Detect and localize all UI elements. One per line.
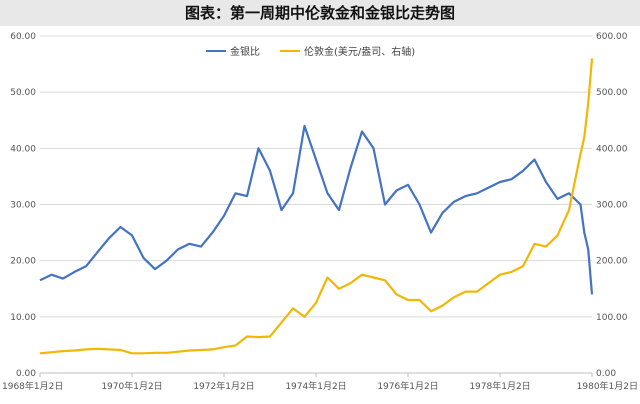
x-tick-label: 1976年1月2日 <box>377 380 438 392</box>
left-tick-label: 40.00 <box>10 144 36 154</box>
right-axis-ticks: 0.00 100.00 200.00 300.00 400.00 500.00 600.00 <box>596 32 628 379</box>
right-tick-label: 400.00 <box>596 144 628 154</box>
chart-title: 图表：第一周期中伦敦金和金银比走势图 <box>0 0 640 26</box>
legend-label-gold: 伦敦金(美元/盎司、右轴) <box>304 45 415 58</box>
grid-lines <box>40 35 592 374</box>
x-tick-label: 1974年1月2日 <box>285 380 346 392</box>
series-line-gold-silver-ratio <box>39 124 594 295</box>
left-tick-label: 60.00 <box>10 32 36 42</box>
x-tick-label: 1972年1月2日 <box>193 380 254 392</box>
x-tick-label: 1978年1月2日 <box>469 380 530 392</box>
right-tick-label: 600.00 <box>596 32 628 42</box>
left-tick-label: 10.00 <box>10 313 36 323</box>
right-tick-label: 200.00 <box>596 257 628 267</box>
right-tick-label: 300.00 <box>596 201 628 211</box>
left-tick-label: 0.00 <box>16 369 36 379</box>
series-lines <box>39 58 594 355</box>
right-tick-label: 0.00 <box>596 369 616 379</box>
x-tick-label: 1968年1月2日 <box>2 380 63 392</box>
x-tick-label: 1970年1月2日 <box>101 380 162 392</box>
right-tick-label: 100.00 <box>596 313 628 323</box>
legend: 金银比 伦敦金(美元/盎司、右轴) <box>206 45 415 58</box>
x-axis-ticks: 1968年1月2日 1970年1月2日 1972年1月2日 1974年1月2日 1976… <box>2 373 638 392</box>
legend-label-ratio: 金银比 <box>230 45 260 58</box>
left-tick-label: 20.00 <box>10 257 36 267</box>
left-tick-label: 30.00 <box>10 201 36 211</box>
right-tick-label: 500.00 <box>596 88 628 98</box>
x-tick-label: 1980年1月2日 <box>577 380 638 392</box>
series-line-london-gold <box>39 58 594 355</box>
left-axis-ticks: 0.00 10.00 20.00 30.00 40.00 50.00 60.00 <box>10 32 36 379</box>
left-tick-label: 50.00 <box>10 88 36 98</box>
